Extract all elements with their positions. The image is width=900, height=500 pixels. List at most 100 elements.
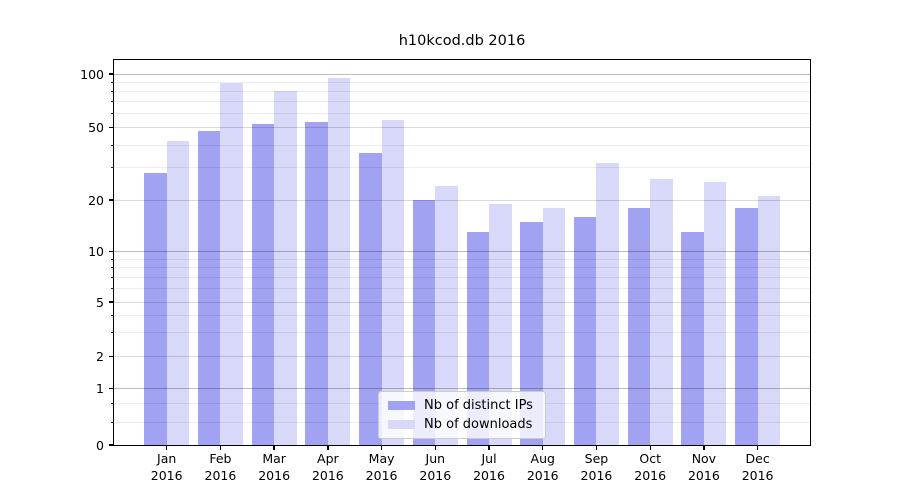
gridline-30 xyxy=(114,167,810,169)
x-tick-label-month: Sep xyxy=(584,451,609,466)
x-tick-label-jul: Jul 2016 xyxy=(457,450,521,484)
y-minortick-40 xyxy=(111,144,114,146)
x-tick-label-year: 2016 xyxy=(687,468,720,483)
bar-nb-of-downloads-sep xyxy=(596,162,619,445)
gridline-2 xyxy=(114,356,810,358)
legend-swatch-nb-of-downloads xyxy=(388,419,415,430)
bar-nb-of-distinct-ips-jan xyxy=(144,173,167,445)
bar-nb-of-downloads-mar xyxy=(274,91,297,445)
bar-nb-of-downloads-jan xyxy=(166,141,190,445)
bar-nb-of-downloads-may xyxy=(381,120,405,445)
y-minortick-0_5 xyxy=(111,402,114,404)
y-minortick-4 xyxy=(111,314,114,316)
bar-nb-of-distinct-ips-may xyxy=(359,153,382,445)
x-tick-jun xyxy=(434,445,436,450)
bar-nb-of-distinct-ips-oct xyxy=(627,207,651,445)
x-tick-label-apr: Apr 2016 xyxy=(296,450,360,484)
bar-nb-of-downloads-aug xyxy=(542,207,566,445)
bar-nb-of-downloads-dec xyxy=(757,196,781,445)
y-tick-0 xyxy=(109,444,114,446)
y-tick-label-2: 2 xyxy=(96,349,104,365)
bar-nb-of-distinct-ips-mar xyxy=(251,124,275,445)
y-tick-100 xyxy=(109,73,114,75)
bar-nb-of-downloads-nov xyxy=(703,182,727,445)
x-tick-label-year: 2016 xyxy=(526,468,559,483)
x-tick-label-month: Jun xyxy=(425,451,446,466)
bar-nb-of-downloads-apr xyxy=(327,78,351,445)
y-minortick-9 xyxy=(111,258,114,260)
x-tick-label-year: 2016 xyxy=(311,468,344,483)
x-tick-label-mar: Mar 2016 xyxy=(242,450,306,484)
y-minortick-3 xyxy=(111,331,114,333)
gridline-8 xyxy=(114,267,810,269)
y-tick-label-20: 20 xyxy=(88,192,104,208)
gridline-1 xyxy=(114,388,810,389)
x-tick-label-aug: Aug 2016 xyxy=(511,450,575,484)
x-tick-aug xyxy=(542,445,544,450)
legend-swatch-nb-of-distinct-ips xyxy=(388,400,415,411)
x-tick-jul xyxy=(488,445,490,450)
x-tick-feb xyxy=(219,445,222,450)
y-minortick-8 xyxy=(111,267,114,269)
x-tick-label-month: Mar xyxy=(262,451,286,466)
plot-area: 100 50 20 10 5 2 1 0 xyxy=(80,59,811,453)
gridline-80 xyxy=(114,90,810,92)
y-tick-label-50: 50 xyxy=(88,119,104,135)
x-tick-label-jun: Jun 2016 xyxy=(403,450,467,484)
y-tick-1 xyxy=(109,387,114,390)
y-minortick-90 xyxy=(111,81,114,83)
y-tick-10 xyxy=(109,251,114,253)
bar-nb-of-downloads-oct xyxy=(650,179,673,445)
y-tick-20 xyxy=(109,199,114,201)
gridline-5 xyxy=(114,301,810,303)
x-tick-label-year: 2016 xyxy=(258,468,291,483)
x-tick-label-month: Apr xyxy=(317,451,339,466)
x-tick-label-year: 2016 xyxy=(419,468,452,483)
gridline-60 xyxy=(114,112,810,114)
x-tick-mar xyxy=(273,445,275,450)
x-tick-sep xyxy=(595,445,598,450)
x-tick-label-oct: Oct 2016 xyxy=(618,450,682,484)
y-tick-50 xyxy=(109,126,114,129)
x-tick-label-year: 2016 xyxy=(365,468,398,483)
gridline-6 xyxy=(114,288,810,290)
bar-nb-of-distinct-ips-feb xyxy=(197,130,221,445)
x-tick-label-month: Nov xyxy=(691,451,717,466)
x-tick-label-may: May 2016 xyxy=(350,450,414,484)
gridline-10 xyxy=(114,251,810,253)
x-tick-oct xyxy=(649,445,651,450)
gridline-90 xyxy=(114,81,810,83)
x-tick-jan xyxy=(166,445,168,450)
bar-nb-of-downloads-jul xyxy=(489,203,512,445)
bar-nb-of-distinct-ips-sep xyxy=(573,216,597,445)
gridline-70 xyxy=(114,101,810,102)
x-tick-label-year: 2016 xyxy=(150,468,183,483)
x-tick-label-dec: Dec 2016 xyxy=(726,450,790,484)
bar-nb-of-distinct-ips-aug xyxy=(520,221,543,445)
x-tick-label-year: 2016 xyxy=(741,468,774,483)
legend-entry-nb-of-distinct-ips: Nb of distinct IPs xyxy=(388,398,533,413)
x-tick-label-month: Jul xyxy=(481,451,497,466)
x-tick-label-year: 2016 xyxy=(580,468,613,483)
y-tick-label-100: 100 xyxy=(80,66,104,82)
legend-label-nb-of-distinct-ips: Nb of distinct IPs xyxy=(424,398,533,413)
x-tick-label-jan: Jan 2016 xyxy=(135,450,199,484)
x-tick-label-month: Feb xyxy=(209,451,232,466)
x-tick-label-sep: Sep 2016 xyxy=(564,450,628,484)
y-minortick-30 xyxy=(111,167,114,169)
y-tick-5 xyxy=(109,301,114,303)
chart-title: h10kcod.db 2016 xyxy=(398,33,526,49)
y-minortick-6 xyxy=(111,288,114,290)
gridline-9 xyxy=(114,258,810,260)
bar-nb-of-downloads-feb xyxy=(220,83,243,445)
x-tick-dec xyxy=(756,445,759,450)
y-tick-label-0: 0 xyxy=(96,437,104,453)
bar-nb-of-distinct-ips-jun xyxy=(412,200,436,445)
y-tick-label-10: 10 xyxy=(88,244,104,260)
y-minortick-70 xyxy=(111,100,114,102)
legend-entry-nb-of-downloads: Nb of downloads xyxy=(388,417,533,432)
y-minortick-60 xyxy=(111,112,114,114)
y-minortick-80 xyxy=(111,90,114,92)
x-tick-label-year: 2016 xyxy=(473,468,505,483)
y-minortick-0_2 xyxy=(111,421,114,423)
